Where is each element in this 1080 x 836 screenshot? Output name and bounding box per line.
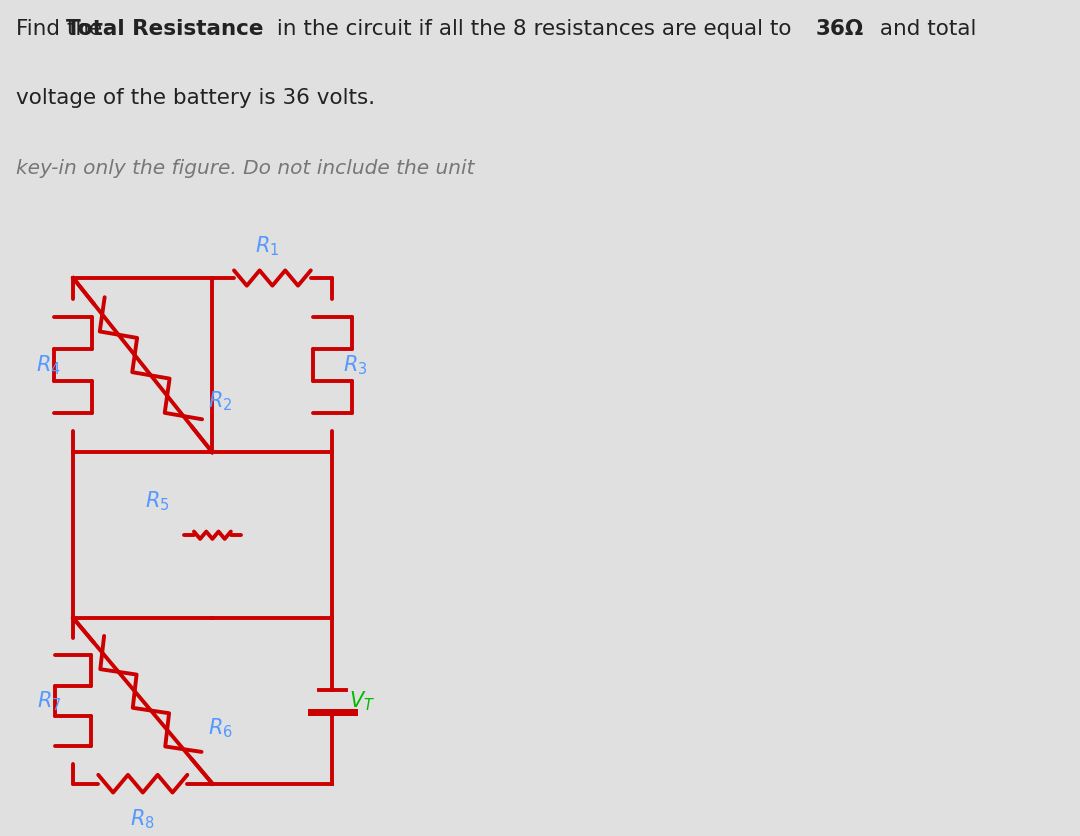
Text: and total: and total	[874, 18, 976, 38]
Text: key-in only the figure. Do not include the unit: key-in only the figure. Do not include t…	[16, 159, 474, 178]
Text: $R_5$: $R_5$	[145, 490, 170, 513]
Text: voltage of the battery is 36 volts.: voltage of the battery is 36 volts.	[16, 88, 375, 108]
Text: 36Ω: 36Ω	[815, 18, 863, 38]
Text: $R_4$: $R_4$	[37, 354, 62, 377]
Text: $R_8$: $R_8$	[131, 808, 156, 831]
Text: Find the: Find the	[16, 18, 109, 38]
Text: in the circuit if all the 8 resistances are equal to: in the circuit if all the 8 resistances …	[270, 18, 798, 38]
Text: Total Resistance: Total Resistance	[66, 18, 264, 38]
Text: $R_2$: $R_2$	[207, 390, 232, 413]
Text: $R_6$: $R_6$	[207, 716, 232, 740]
Text: $V_T$: $V_T$	[349, 689, 376, 712]
Text: $R_3$: $R_3$	[343, 354, 367, 377]
Text: $R_7$: $R_7$	[37, 689, 62, 712]
Text: $R_1$: $R_1$	[255, 235, 280, 258]
